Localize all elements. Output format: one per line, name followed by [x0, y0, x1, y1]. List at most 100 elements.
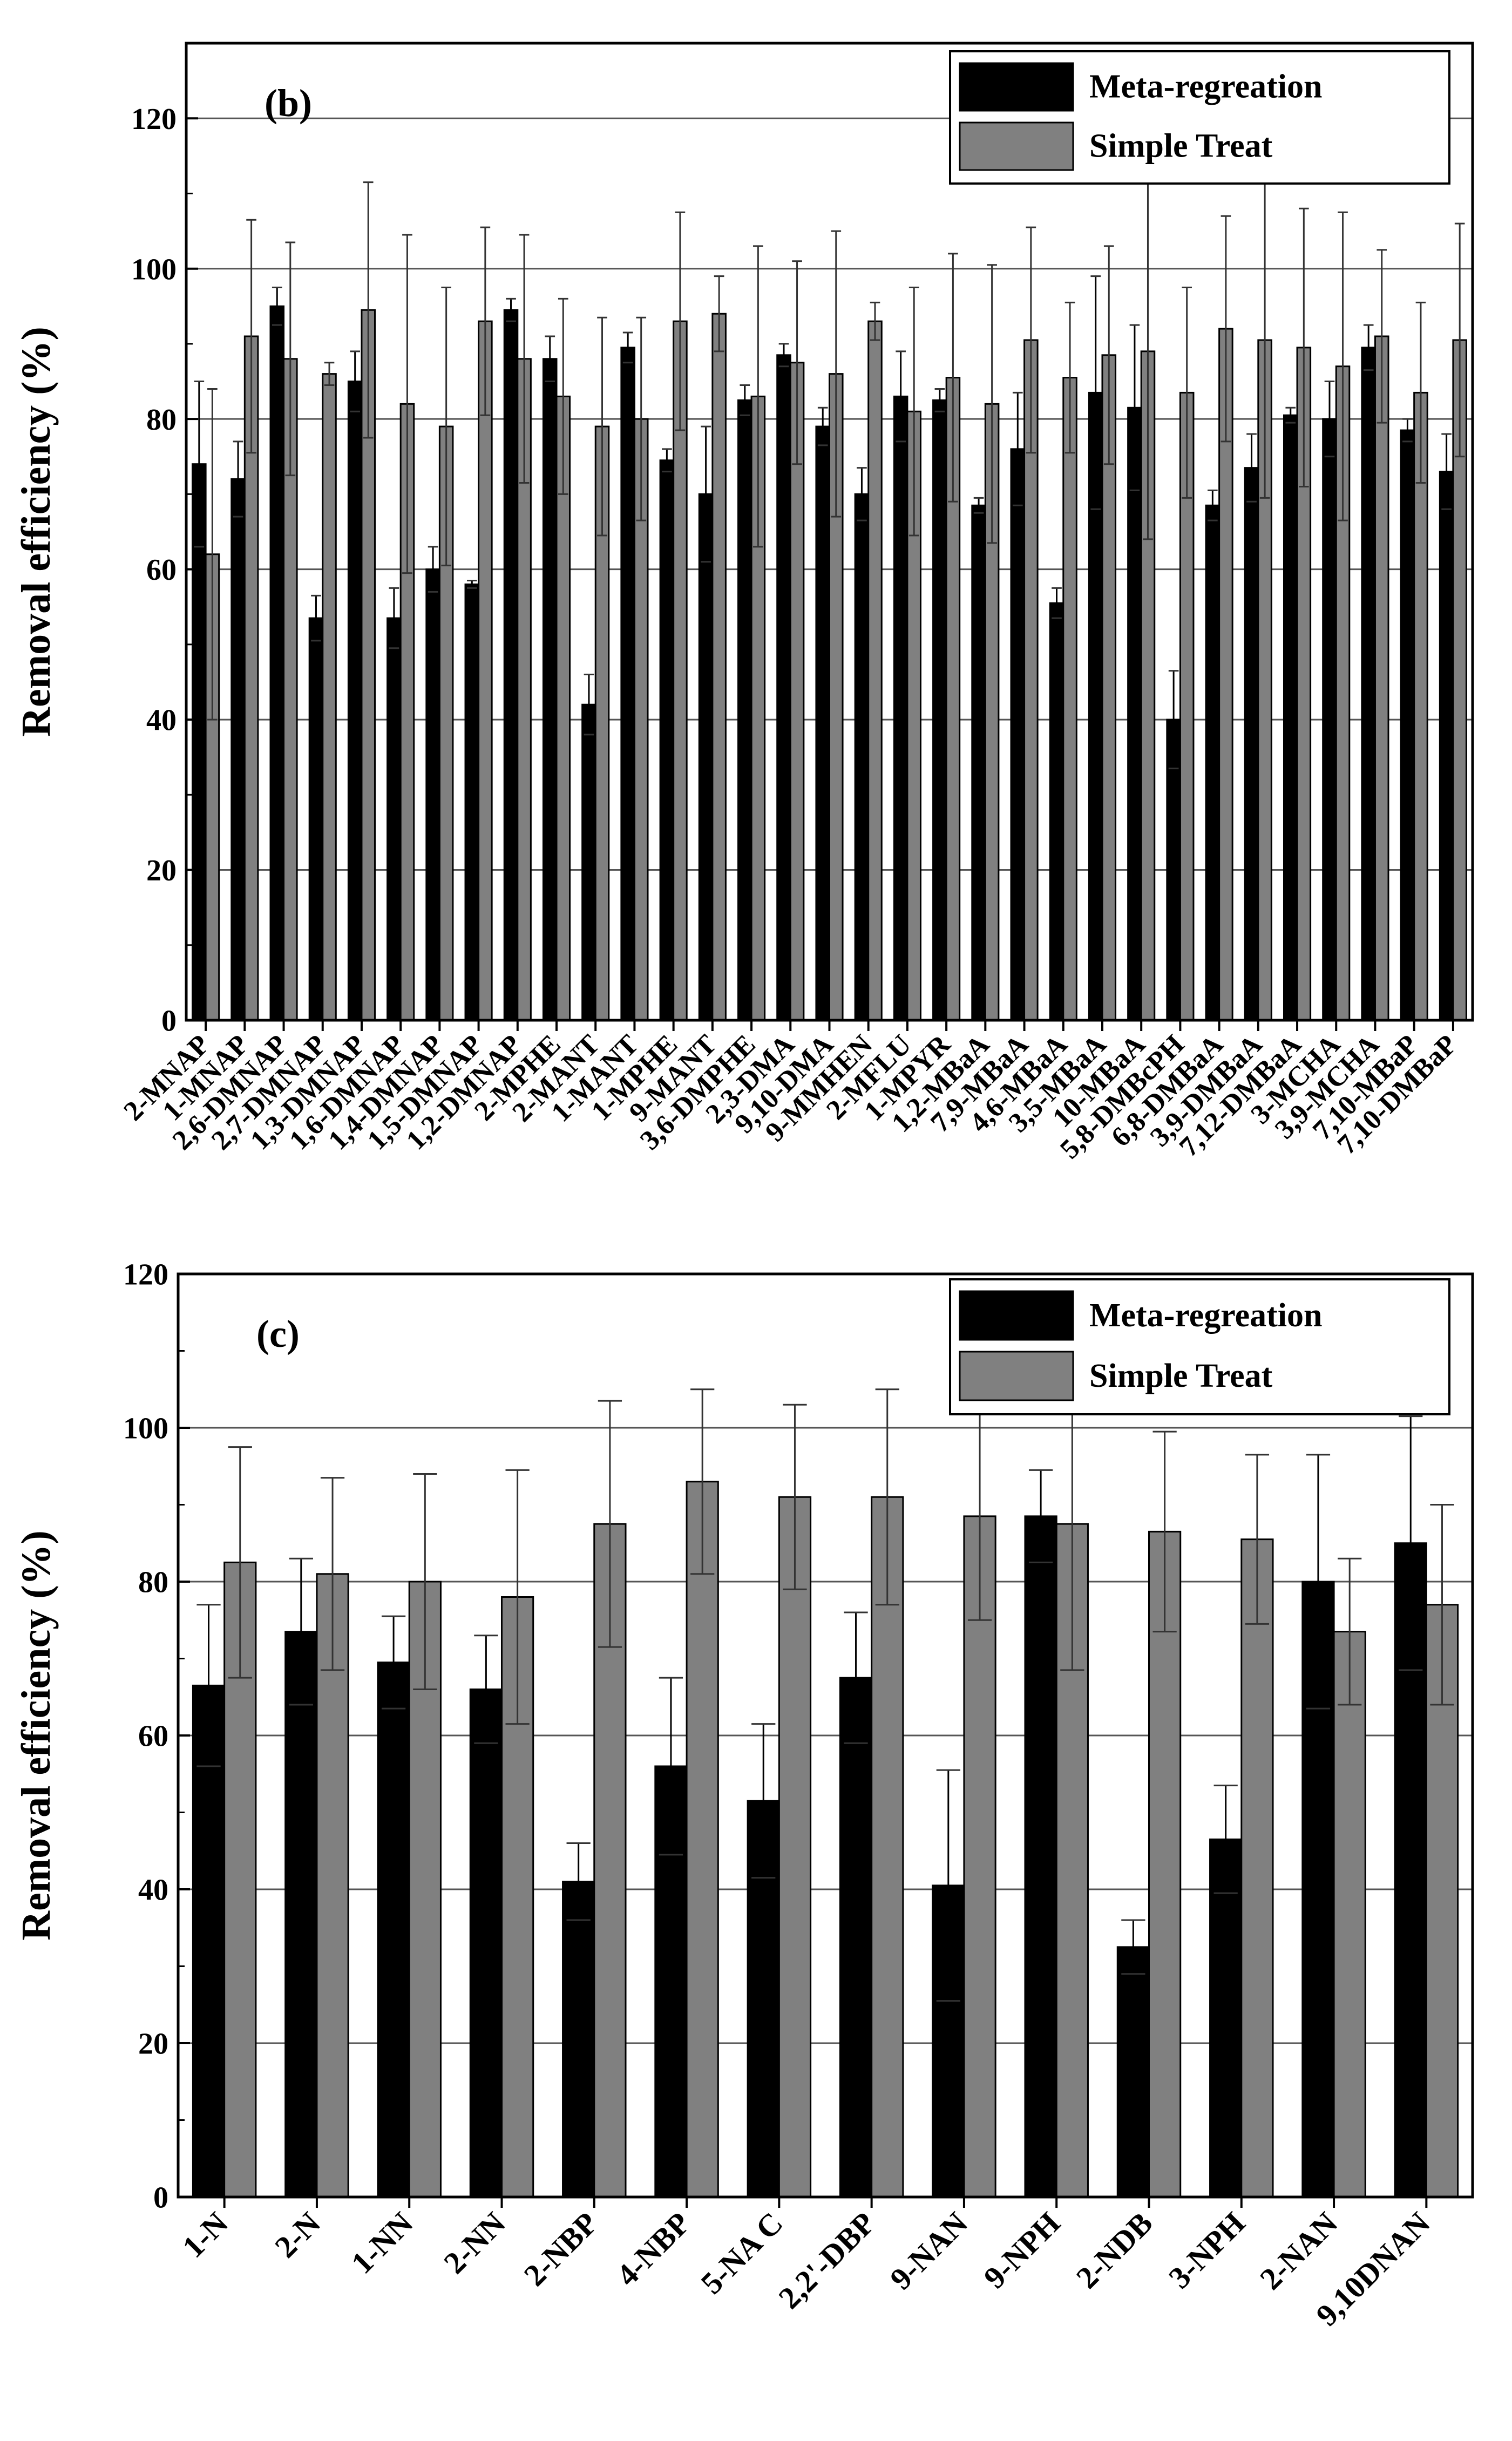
bar-meta-regreation: [698, 493, 714, 1021]
bars: [192, 162, 1467, 1021]
chart-panel-c: 0 20 40 60 80 100 120 1-N 2-N 1-NN 2-NN 2-NBP 4-NBP5…: [13, 1258, 1474, 2332]
x-tick-label: 3-NPH: [1162, 2205, 1252, 2295]
bar-simple-treat: [686, 1481, 719, 2198]
bar-simple-treat: [778, 1496, 812, 2198]
y-tick-label: 120: [123, 1258, 168, 1292]
y-tick-label: 20: [146, 854, 177, 887]
legend: Meta-regreation Simple Treat: [949, 50, 1450, 185]
y-tick-label: 60: [146, 553, 177, 587]
x-tick-label: 9-NAN: [883, 2205, 974, 2296]
y-tick-label: 20: [138, 2028, 168, 2061]
bar-simple-treat: [871, 1496, 904, 2198]
bar-meta-regreation: [377, 1662, 410, 2198]
bar-meta-regreation: [347, 381, 363, 1021]
x-tick-label: 4-NBP: [609, 2205, 697, 2293]
y-tick-label: 80: [138, 1566, 168, 1599]
x-tick-label: 2-NBP: [517, 2205, 605, 2293]
bar-meta-regreation: [1116, 1946, 1150, 2198]
y-axis-title: Removal efficiency (%): [13, 1530, 59, 1941]
y-tick-label: 100: [131, 253, 177, 286]
bar-simple-treat: [478, 320, 493, 1021]
bar-meta-regreation: [1283, 414, 1298, 1021]
y-axis-title: Removal efficiency (%): [13, 327, 59, 737]
bar-meta-regreation: [562, 1881, 595, 2198]
y-tick-label: 0: [153, 2181, 168, 2215]
x-tick-label: 2-N: [268, 2205, 327, 2264]
x-tick-label: 2-NAN: [1253, 2205, 1344, 2296]
bar-meta-regreation: [747, 1800, 780, 2198]
bar-simple-treat: [1062, 377, 1077, 1021]
bar-meta-regreation: [737, 399, 752, 1021]
bar-simple-treat: [1240, 1538, 1274, 2198]
bar-meta-regreation: [659, 459, 675, 1021]
bar-meta-regreation: [464, 583, 480, 1021]
bar-simple-treat: [711, 313, 727, 1021]
bar-meta-regreation: [284, 1631, 318, 2198]
y-axis: 0 20 40 60 80 100 120: [131, 103, 198, 1038]
bar-meta-regreation: [971, 504, 986, 1021]
bar-simple-treat: [1374, 335, 1389, 1021]
bar-meta-regreation: [192, 1684, 226, 2198]
bar-simple-treat: [322, 373, 337, 1021]
x-tick-label: 2,2'-DBP: [772, 2205, 882, 2315]
y-tick-label: 60: [138, 1720, 168, 1753]
bar-simple-treat: [1413, 391, 1428, 1021]
bar-simple-treat: [316, 1573, 349, 2198]
bar-meta-regreation: [620, 347, 635, 1021]
bar-meta-regreation: [893, 395, 908, 1021]
x-tick-label: 1-N: [175, 2205, 235, 2264]
plot-frame: [177, 1272, 1474, 2199]
bar-simple-treat: [555, 395, 571, 1021]
bar-meta-regreation: [839, 1677, 873, 2198]
bar-meta-regreation: [932, 399, 947, 1021]
y-tick-label: 80: [146, 403, 177, 437]
bar-meta-regreation: [1244, 467, 1259, 1021]
legend: Meta-regreation Simple Treat: [949, 1278, 1450, 1415]
bar-meta-regreation: [1205, 504, 1221, 1021]
panel-label: (b): [265, 82, 312, 125]
plot-frame: [185, 42, 1474, 1022]
y-tick-label: 100: [123, 1412, 168, 1446]
x-tick-label: 1-NN: [344, 2205, 419, 2280]
x-tick-label: 5-NA C: [694, 2205, 790, 2301]
bar-meta-regreation: [269, 305, 285, 1021]
bar-simple-treat: [1148, 1530, 1182, 2198]
x-tick-label: 9-NPH: [977, 2205, 1067, 2295]
bar-meta-regreation: [1024, 1515, 1057, 2198]
bar-simple-treat: [1333, 1631, 1366, 2198]
panel-label: (c): [256, 1312, 300, 1355]
x-tick-label: 2-NDB: [1069, 2205, 1160, 2295]
bar-meta-regreation: [1049, 602, 1064, 1021]
legend-swatch-simple-treat: [959, 121, 1074, 171]
legend-label: Simple Treat: [1089, 1358, 1273, 1394]
bar-simple-treat: [1101, 354, 1117, 1021]
bar-meta-regreation: [1400, 429, 1415, 1021]
bar-meta-regreation: [469, 1689, 503, 2198]
bar-meta-regreation: [854, 493, 870, 1021]
y-tick-label: 40: [146, 704, 177, 737]
y-axis: 0 20 40 60 80 100 120: [123, 1258, 190, 2215]
bar-meta-regreation: [1322, 418, 1337, 1021]
legend-label: Meta-regreation: [1089, 68, 1323, 105]
legend-label: Meta-regreation: [1089, 1297, 1323, 1334]
y-tick-label: 120: [131, 103, 177, 136]
y-tick-label: 0: [161, 1005, 177, 1038]
bar-simple-treat: [438, 425, 454, 1021]
y-tick-label: 40: [138, 1874, 168, 1907]
bar-meta-regreation: [1361, 347, 1376, 1021]
bar-meta-regreation: [1439, 471, 1454, 1021]
x-tick-label: 2-NN: [437, 2205, 512, 2280]
bar-meta-regreation: [776, 354, 791, 1021]
x-axis: 2-MNAP1-MNAP2,6-DMNAP2,7-DMNAP1,3-DMNAP1…: [118, 1020, 1463, 1165]
bar-meta-regreation: [503, 309, 519, 1021]
bar-simple-treat: [867, 320, 883, 1021]
legend-swatch-simple-treat: [959, 1351, 1074, 1401]
bar-meta-regreation: [230, 478, 246, 1021]
bar-meta-regreation: [308, 617, 324, 1021]
bar-meta-regreation: [542, 358, 558, 1021]
legend-swatch-meta-regreation: [959, 1290, 1074, 1341]
bar-meta-regreation: [425, 568, 440, 1021]
